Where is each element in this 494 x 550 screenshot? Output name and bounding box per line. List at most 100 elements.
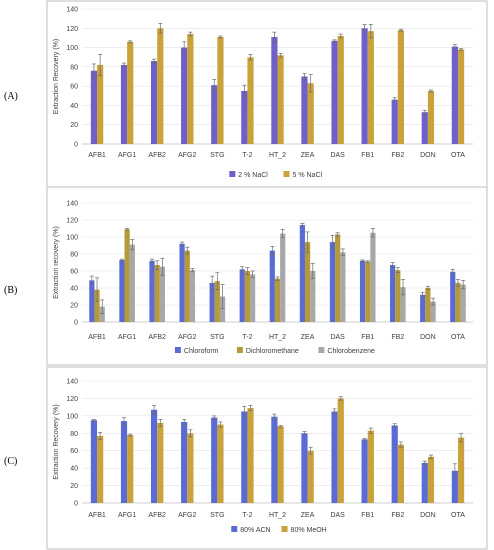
x-tick-label: STG (210, 334, 224, 341)
panel-label: (A) (4, 91, 18, 102)
x-tick-label: OTA (451, 334, 465, 341)
bar (329, 242, 336, 322)
bar (217, 36, 224, 144)
bar (124, 229, 130, 322)
legend-entry: 80% MeOH (291, 527, 327, 534)
bar (277, 55, 284, 144)
bar (181, 421, 188, 503)
bar (301, 433, 308, 503)
panel-frame (46, 366, 488, 550)
bar (391, 99, 398, 144)
x-tick-label: AFB1 (88, 152, 106, 159)
bar (187, 34, 194, 145)
panel-label: (B) (4, 285, 17, 296)
bar (427, 456, 435, 503)
x-tick-label: HT_2 (269, 512, 286, 519)
bar (301, 76, 308, 144)
legend-swatch (281, 526, 288, 532)
legend-swatch (229, 171, 236, 177)
x-tick-label: FB2 (391, 512, 404, 519)
bar (395, 270, 401, 322)
x-tick-label: OTA (451, 152, 465, 159)
bar (217, 424, 224, 503)
bar (397, 444, 405, 503)
y-tick-label: 40 (70, 286, 78, 293)
x-tick-label: AFB1 (88, 334, 106, 341)
x-tick-label: FB1 (361, 512, 374, 519)
x-tick-label: AFB2 (148, 512, 166, 519)
bar (179, 243, 185, 322)
y-axis-label: Extraction Recovery (%) (53, 39, 60, 114)
y-tick-label: 100 (66, 45, 78, 52)
bar (451, 46, 458, 144)
legend-entry: Dichloromethane (246, 348, 299, 355)
bar (274, 278, 281, 322)
y-tick-label: 100 (66, 235, 78, 242)
y-tick-label: 80 (70, 64, 78, 71)
bar (187, 433, 194, 503)
x-tick-label: DAS (330, 152, 345, 159)
y-tick-label: 20 (70, 483, 78, 490)
bar (304, 242, 311, 322)
y-tick-label: 80 (70, 431, 78, 438)
x-tick-label: AFB2 (148, 152, 166, 159)
x-tick-label: AFB2 (148, 334, 166, 341)
x-tick-label: HT_2 (269, 334, 286, 341)
legend-swatch (231, 526, 238, 532)
bar (271, 416, 278, 503)
y-tick-label: 0 (74, 501, 78, 508)
x-tick-label: ZEA (301, 334, 315, 341)
x-tick-label: AFG1 (118, 334, 136, 341)
panel-label: (C) (4, 456, 17, 467)
bar (219, 296, 226, 322)
y-tick-label: 20 (70, 303, 78, 310)
x-tick-label: DON (420, 334, 436, 341)
legend-entry: 2 % NaCl (238, 172, 268, 179)
y-tick-label: 0 (74, 142, 78, 149)
bar (361, 28, 368, 145)
bar (420, 294, 426, 322)
bar (159, 266, 165, 322)
x-tick-label: AFB1 (88, 512, 106, 519)
bar (390, 265, 396, 322)
legend-entry: 5 % NaCl (293, 172, 323, 179)
x-tick-label: OTA (451, 512, 465, 519)
x-tick-label: AFG1 (118, 512, 136, 519)
bar (127, 435, 134, 503)
bar (157, 28, 164, 145)
bar (335, 234, 341, 322)
bar (365, 261, 371, 322)
bar (154, 265, 160, 322)
bar (119, 259, 125, 322)
y-tick-label: 60 (70, 84, 78, 91)
x-tick-label: STG (210, 512, 224, 519)
bar (400, 287, 406, 322)
bar (89, 280, 95, 322)
legend-entry: Chlorobenzene (327, 348, 375, 355)
bar (455, 282, 461, 322)
bar (157, 422, 164, 503)
y-axis-label: Extraction Recovery (%) (53, 404, 60, 479)
bar (129, 244, 135, 322)
bar (241, 90, 248, 144)
bar (337, 36, 344, 144)
bar (271, 36, 278, 144)
y-tick-label: 60 (70, 269, 78, 276)
bar (97, 435, 104, 503)
y-tick-label: 120 (66, 218, 78, 225)
bar (269, 250, 275, 322)
bar (90, 420, 98, 503)
bar (277, 426, 284, 503)
x-tick-label: HT_2 (269, 152, 286, 159)
y-axis-label: Extraction recovery (%) (53, 226, 60, 299)
bar (244, 271, 251, 322)
bar (99, 306, 105, 322)
bar (247, 57, 254, 144)
x-tick-label: DON (420, 152, 436, 159)
x-tick-label: DAS (330, 512, 345, 519)
bar (460, 284, 466, 322)
bar (397, 30, 405, 144)
bar (209, 282, 215, 322)
y-tick-label: 40 (70, 466, 78, 473)
chart-panel-1: (B) 0 20 40 60 80 100 120 140 Extraction recovery… (4, 186, 488, 366)
